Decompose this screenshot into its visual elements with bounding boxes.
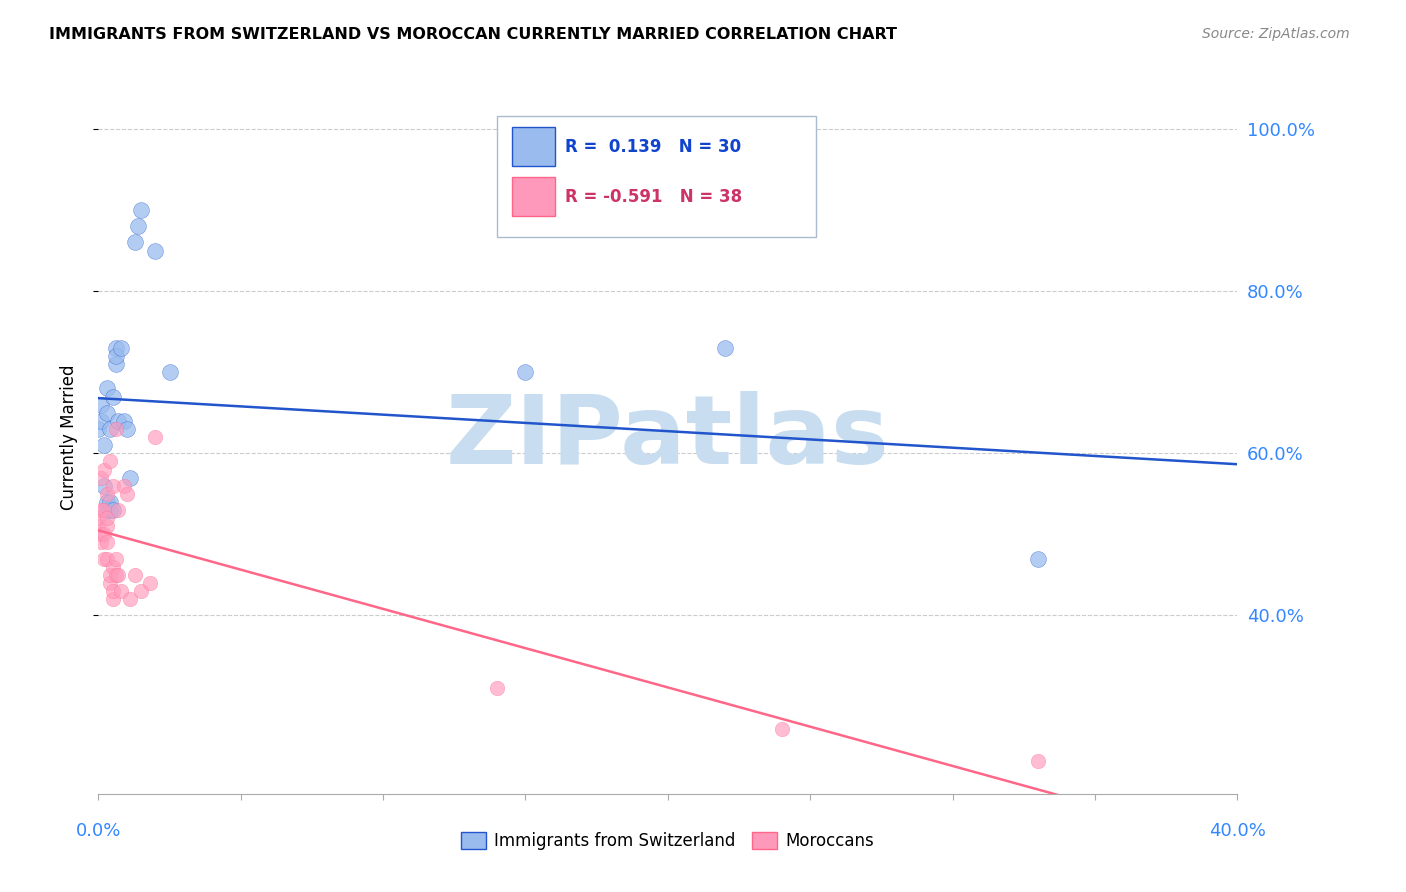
Point [101, 559, 124, 574]
Point [159, 365, 181, 379]
Point [118, 470, 141, 484]
Point [107, 568, 129, 582]
Point [93, 527, 115, 541]
Point [90, 398, 112, 412]
Point [107, 414, 129, 428]
Point [515, 365, 537, 379]
Text: IMMIGRANTS FROM SWITZERLAND VS MOROCCAN CURRENTLY MARRIED CORRELATION CHART: IMMIGRANTS FROM SWITZERLAND VS MOROCCAN … [49, 27, 897, 42]
Point [90, 414, 112, 428]
FancyBboxPatch shape [512, 127, 555, 166]
Point [90, 527, 112, 541]
Point [93, 503, 115, 517]
FancyBboxPatch shape [498, 116, 815, 237]
Point [96, 511, 118, 525]
Point [107, 503, 129, 517]
Point [93, 479, 115, 493]
Text: 40.0%: 40.0% [1209, 822, 1265, 840]
Point [87, 422, 110, 436]
Point [124, 568, 146, 582]
Point [138, 576, 160, 591]
Point [98, 568, 121, 582]
Point [87, 511, 110, 525]
Point [93, 438, 115, 452]
Point [98, 503, 121, 517]
Point [101, 592, 124, 607]
Point [1026, 755, 1049, 769]
Point [145, 430, 167, 444]
Text: Source: ZipAtlas.com: Source: ZipAtlas.com [1202, 27, 1350, 41]
Point [101, 479, 124, 493]
Point [87, 519, 110, 533]
Point [104, 357, 127, 371]
Point [96, 495, 118, 509]
Point [101, 390, 124, 404]
Point [104, 349, 127, 363]
Point [96, 406, 118, 420]
Point [90, 503, 112, 517]
Point [93, 462, 115, 476]
Point [90, 535, 112, 549]
Point [96, 535, 118, 549]
Point [770, 722, 793, 736]
Point [101, 584, 124, 599]
Point [145, 244, 167, 258]
Point [98, 576, 121, 591]
Point [96, 551, 118, 566]
Point [96, 381, 118, 395]
Point [118, 592, 141, 607]
Point [486, 681, 509, 696]
Point [124, 235, 146, 250]
Point [1026, 551, 1049, 566]
Point [104, 568, 127, 582]
Point [110, 341, 132, 355]
Point [104, 551, 127, 566]
Point [115, 487, 138, 501]
Point [127, 219, 149, 234]
Point [98, 495, 121, 509]
Point [104, 341, 127, 355]
Point [112, 479, 135, 493]
Point [90, 470, 112, 484]
Point [104, 422, 127, 436]
Text: 0.0%: 0.0% [76, 822, 121, 840]
Y-axis label: Currently Married: Currently Married [59, 364, 77, 510]
Point [96, 503, 118, 517]
Point [96, 487, 118, 501]
Point [101, 503, 124, 517]
Point [714, 341, 737, 355]
Point [96, 519, 118, 533]
FancyBboxPatch shape [512, 177, 555, 216]
Point [112, 414, 135, 428]
Point [129, 202, 152, 217]
Point [98, 454, 121, 468]
Point [93, 551, 115, 566]
Text: R =  0.139   N = 30: R = 0.139 N = 30 [565, 137, 741, 155]
Point [98, 422, 121, 436]
Point [110, 584, 132, 599]
Point [129, 584, 152, 599]
Point [115, 422, 138, 436]
Text: R = -0.591   N = 38: R = -0.591 N = 38 [565, 187, 742, 205]
Text: ZIPatlas: ZIPatlas [446, 391, 890, 483]
Legend: Immigrants from Switzerland, Moroccans: Immigrants from Switzerland, Moroccans [454, 825, 882, 857]
